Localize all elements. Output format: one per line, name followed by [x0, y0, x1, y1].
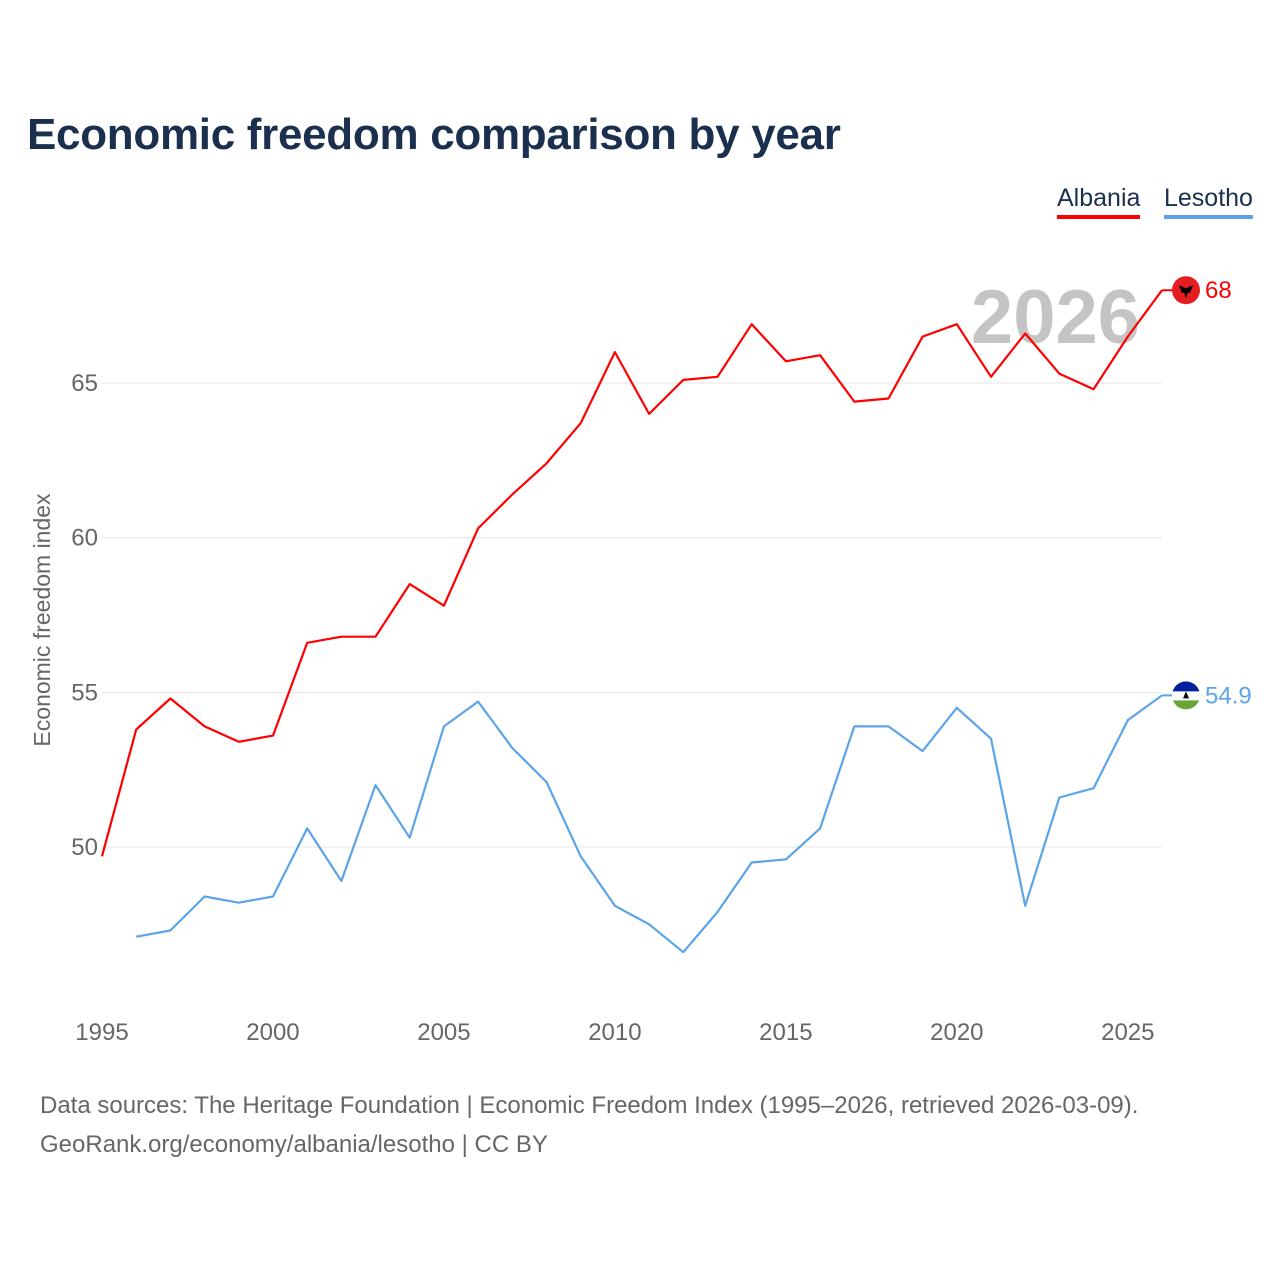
y-tick-label: 60 — [71, 525, 98, 552]
legend-lesotho[interactable]: Lesotho — [1164, 184, 1253, 219]
lesotho-flag-icon — [1172, 681, 1200, 692]
chart-title: Economic freedom comparison by year — [27, 110, 841, 159]
lesotho-flag-green — [1172, 700, 1200, 710]
mokorotlo-hat-icon — [1183, 691, 1189, 699]
y-tick-label: 55 — [71, 679, 98, 706]
x-tick-label: 2010 — [588, 1019, 641, 1046]
x-tick-label: 2015 — [759, 1019, 812, 1046]
legend-albania[interactable]: Albania — [1057, 184, 1141, 219]
end-value-label: 68 — [1205, 277, 1232, 304]
y-tick-label: 65 — [71, 370, 98, 397]
series-line-lesotho — [136, 694, 1163, 954]
source-line-2[interactable]: GeoRank.org/economy/albania/lesotho | CC… — [40, 1131, 548, 1158]
y-axis-label: Economic freedom index — [29, 493, 55, 747]
x-tick-label: 1995 — [75, 1019, 128, 1046]
x-tick-label: 2000 — [246, 1019, 299, 1046]
source-note: Data sources: The Heritage Foundation | … — [40, 1086, 1138, 1164]
end-value-label: 54.9 — [1205, 682, 1252, 709]
y-tick-label: 50 — [71, 834, 98, 861]
year-watermark: 2026 — [971, 275, 1140, 360]
series-line-albania — [100, 289, 1163, 857]
eagle-icon — [1179, 285, 1193, 299]
x-tick-label: 2005 — [417, 1019, 470, 1046]
x-tick-label: 2025 — [1101, 1019, 1154, 1046]
source-line-1: Data sources: The Heritage Foundation | … — [40, 1092, 1139, 1119]
x-tick-label: 2020 — [930, 1019, 983, 1046]
